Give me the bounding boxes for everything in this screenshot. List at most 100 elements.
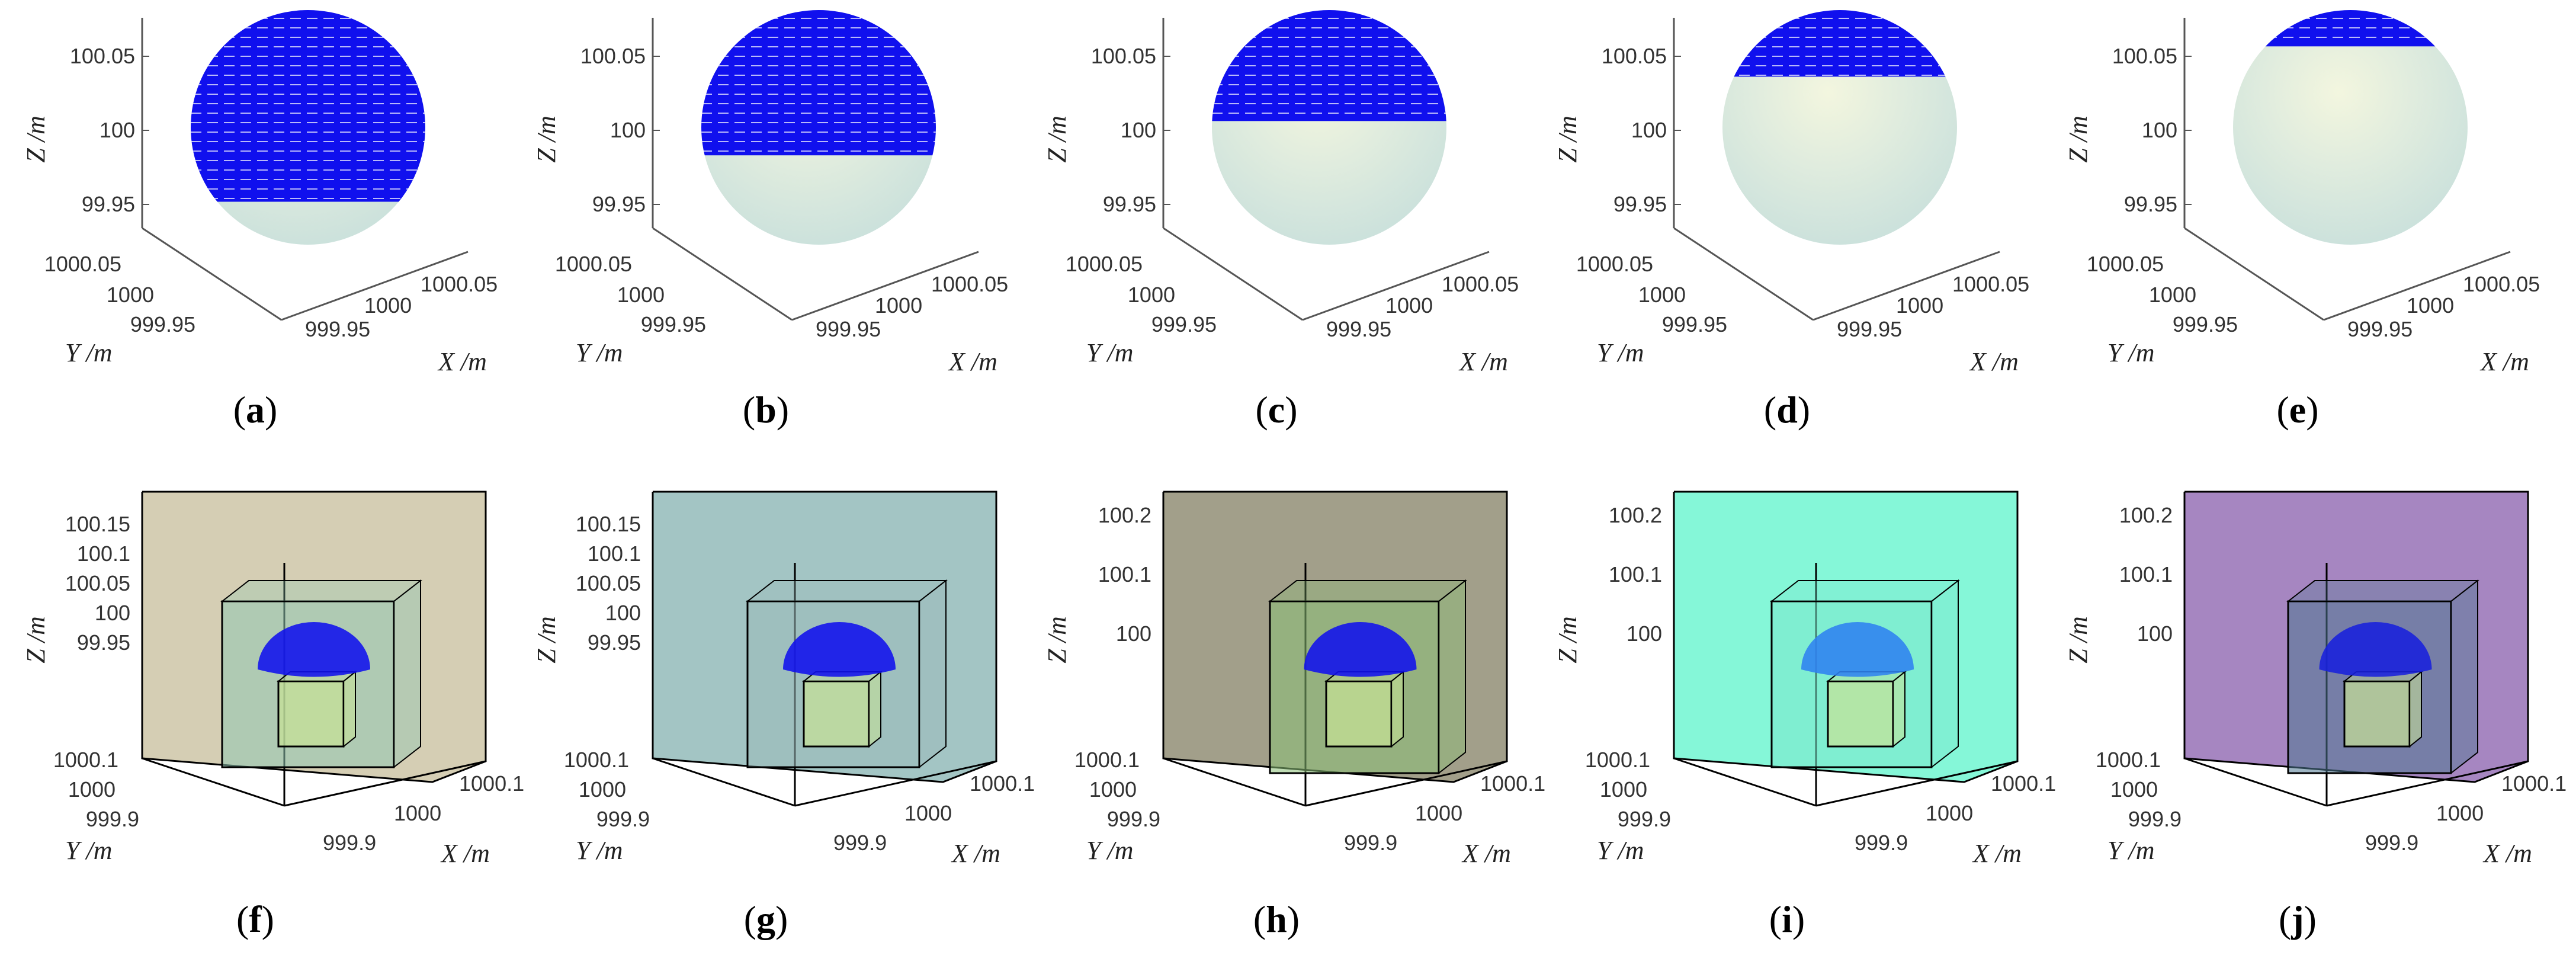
y-tick-label: 1000 — [1089, 777, 1137, 802]
z-tick-label: 100.1 — [1609, 562, 1662, 587]
panel-caption: (j) — [2279, 898, 2317, 940]
innermost-refinement-box — [2343, 670, 2423, 748]
z-tick-label: 100.2 — [2119, 503, 2173, 527]
y-tick-label: 1000 — [617, 283, 665, 307]
z-tick-label: 100.05 — [580, 44, 646, 68]
y-tick-label: 1000 — [107, 283, 154, 307]
x-axis-line — [1812, 251, 2000, 321]
x-tick-label: 999.9 — [1344, 831, 1397, 855]
x-tick-label: 1000.05 — [421, 272, 498, 296]
panel-d: 100.05 100 99.95 1000.05 1000 999.95 1000.05 10… — [1532, 0, 2042, 450]
panel-g: 100.15 100.1 100.05 100 99.95 1000.1 1000 999.9… — [511, 438, 1035, 955]
y-axis-line — [2184, 227, 2324, 321]
z-tick-label: 100 — [95, 601, 130, 625]
x-tick-label: 1000.1 — [459, 771, 524, 796]
x-tick-label: 1000 — [2407, 293, 2454, 318]
caption-letter: b — [755, 389, 777, 431]
panel-caption: (d) — [1763, 389, 1811, 431]
y-tick-label: 999.95 — [130, 312, 195, 337]
z-tick-label: 100 — [605, 601, 641, 625]
z-tick-label: 100.05 — [1602, 44, 1667, 68]
z-axis-label: Z /m — [532, 116, 561, 162]
y-tick-label: 1000 — [1600, 777, 1647, 802]
y-tick-label: 1000.05 — [555, 252, 632, 276]
x-tick-label: 1000.05 — [931, 272, 1008, 296]
caption-letter: d — [1776, 389, 1798, 431]
y-axis-label: Y /m — [2107, 338, 2154, 367]
y-tick-label: 1000 — [1128, 283, 1175, 307]
y-tick-label: 999.9 — [1618, 807, 1671, 831]
panel-i: 100.2 100.1 100 1000.1 1000 999.9 1000.1 1000 99… — [1532, 438, 2056, 955]
droplet-cap — [783, 622, 896, 677]
droplet-cap — [1304, 622, 1417, 677]
z-tick-label: 100.2 — [1098, 503, 1151, 527]
y-tick-label: 999.9 — [1107, 807, 1160, 831]
y-axis-label: Y /m — [2107, 836, 2154, 865]
panel-caption: (b) — [742, 389, 790, 431]
outer-box-edge — [284, 760, 486, 807]
y-tick-label: 1000 — [2149, 283, 2196, 307]
x-tick-label: 1000 — [1415, 801, 1462, 825]
y-tick-label: 1000.05 — [44, 252, 121, 276]
y-tick-label: 1000 — [2110, 777, 2158, 802]
droplet-cap — [258, 622, 370, 677]
z-tick-label: 100 — [2142, 118, 2177, 142]
z-axis-label: Z /m — [532, 616, 561, 663]
panel-b: 100.05 100 99.95 1000.05 1000 999.95 1000.05 10… — [511, 0, 1021, 450]
sphere-plot-e: 100.0510099.951000.051000999.951000.0510… — [2064, 10, 2540, 376]
droplet-cap — [2233, 10, 2468, 47]
panel-caption: (h) — [1253, 898, 1300, 940]
z-axis-label: Z /m — [21, 616, 50, 663]
z-tick-label: 99.95 — [588, 630, 641, 655]
z-axis-label: Z /m — [1042, 616, 1072, 663]
z-tick-label: 100.05 — [576, 571, 641, 595]
outer-box-edge — [1162, 491, 1508, 783]
panel-a: 100.05 100 99.95 1000.05 1000 999.95 1000.05 10… — [0, 0, 511, 450]
sphere-plot-c: 100.0510099.951000.051000999.951000.0510… — [1042, 10, 1519, 376]
panel-caption: (g) — [743, 898, 788, 940]
innermost-refinement-box — [1324, 670, 1405, 748]
z-tick-label: 100.05 — [2112, 44, 2177, 68]
sphere-plot-b: 100.0510099.951000.051000999.951000.0510… — [532, 10, 1008, 376]
y-axis-label: Y /m — [1597, 338, 1644, 367]
x-tick-label: 999.95 — [1837, 317, 1902, 341]
caption-letter: c — [1268, 389, 1285, 431]
z-tick-label: 99.95 — [592, 192, 646, 216]
caption-letter: g — [756, 898, 775, 940]
z-tick-label: 100 — [1121, 118, 1156, 142]
outer-box-edge — [652, 757, 795, 807]
y-axis-line — [1163, 227, 1303, 321]
panel-h: 100.2 100.1 100 1000.1 1000 999.9 1000.1 1000 99… — [1021, 438, 1545, 955]
caption-letter: j — [2291, 898, 2304, 940]
x-axis-label: X /m — [437, 347, 487, 376]
y-axis-label: Y /m — [576, 338, 623, 367]
sphere-plot-a: 100.0510099.951000.051000999.951000.0510… — [21, 10, 498, 376]
x-axis-line — [791, 251, 979, 321]
z-tick-label: 100 — [1116, 621, 1151, 646]
y-tick-label: 1000 — [579, 777, 626, 802]
x-tick-label: 1000 — [394, 801, 441, 825]
z-tick-label: 100 — [1627, 621, 1662, 646]
panel-f: 100.15 100.1 100.05 100 99.95 1000.1 1000 999.9… — [0, 438, 524, 955]
sphere-plot-d: 100.0510099.951000.051000999.951000.0510… — [1553, 10, 2029, 376]
caption-letter: i — [1782, 898, 1792, 940]
x-tick-label: 1000.1 — [970, 771, 1035, 796]
x-tick-label: 999.9 — [323, 831, 376, 855]
panel-e: 100.05 100 99.95 1000.05 1000 999.95 1000.05 10… — [2042, 0, 2553, 450]
y-tick-label: 1000.1 — [53, 748, 118, 772]
panel-j: 100.2 100.1 100 1000.1 1000 999.9 1000.1 1000 99… — [2042, 438, 2567, 955]
z-axis-label: Z /m — [1553, 116, 1582, 162]
x-axis-line — [2323, 251, 2511, 321]
z-tick-label: 100.2 — [1609, 503, 1662, 527]
y-tick-label: 1000.1 — [1585, 748, 1650, 772]
x-tick-label: 1000.1 — [2501, 771, 2567, 796]
outer-box-edge — [141, 491, 487, 783]
x-axis-label: X /m — [440, 839, 490, 868]
y-tick-label: 1000.05 — [1066, 252, 1143, 276]
y-axis-label: Y /m — [1086, 836, 1133, 865]
x-tick-label: 999.9 — [833, 831, 887, 855]
x-tick-label: 1000 — [1385, 293, 1433, 318]
droplet-cap — [191, 10, 425, 202]
y-tick-label: 1000 — [1638, 283, 1686, 307]
y-tick-label: 999.95 — [641, 312, 706, 337]
